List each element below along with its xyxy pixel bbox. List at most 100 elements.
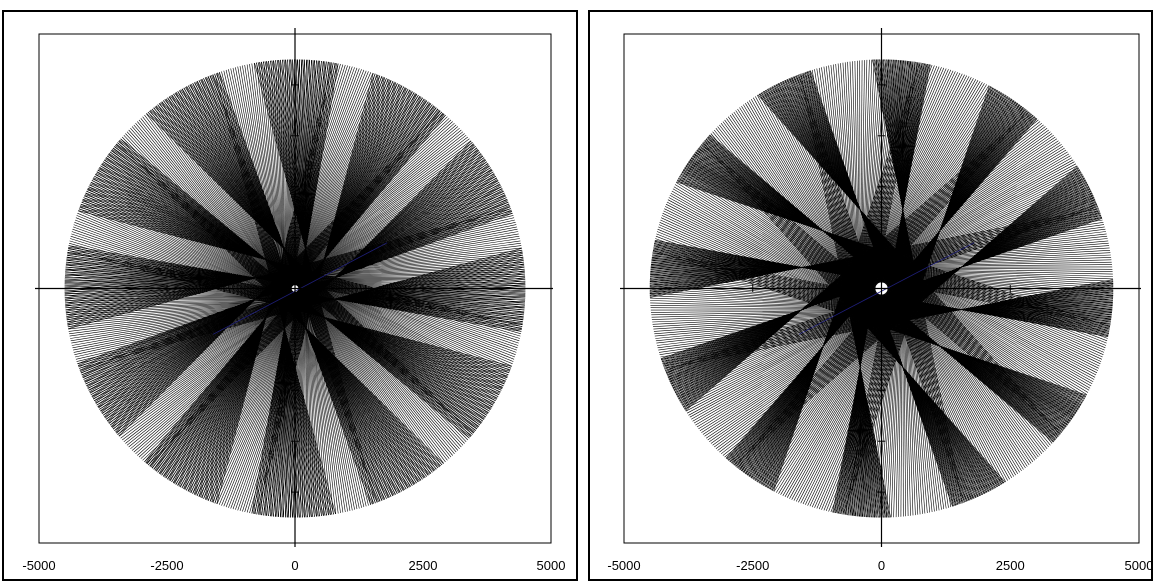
right-chord (653, 246, 1113, 311)
left-x-tick-label: -5000 (22, 558, 55, 573)
right-chord (652, 255, 1114, 292)
right-chord (679, 176, 1108, 339)
right-chord (709, 134, 1062, 433)
right-chord (691, 157, 1094, 382)
right-chord (654, 242, 1112, 320)
right-chord (688, 161, 1099, 371)
right-chord (769, 87, 1043, 454)
left-chord (78, 210, 523, 327)
right-chord (682, 170, 1105, 353)
right-chord (652, 252, 1114, 299)
left-chord-series (64, 59, 526, 518)
right-x-tick-label: 0 (878, 558, 885, 573)
right-chord (758, 93, 1059, 437)
left-chord (90, 183, 512, 367)
left-chord (81, 202, 520, 339)
left-chord (86, 191, 516, 355)
chart-right-svg: -5000 -2500 0 2500 5000 (607, 28, 1154, 573)
left-chord (68, 246, 523, 323)
left-chord (79, 212, 513, 371)
left-chord (101, 164, 500, 395)
left-chord (87, 187, 515, 360)
right-chord (681, 173, 1107, 346)
right-chord (665, 218, 1103, 371)
left-x-tick-label: 0 (291, 558, 298, 573)
left-chord (98, 168, 503, 389)
right-chord (701, 143, 1077, 414)
right-chord (676, 181, 1111, 327)
right-chord (692, 155, 1092, 387)
right-chord (847, 64, 930, 516)
right-chord (737, 117, 1037, 469)
left-chord (94, 175, 508, 378)
right-chord (653, 247, 1113, 308)
right-chord (695, 151, 1088, 395)
left-chord (82, 200, 520, 342)
right-x-tick-label: -2500 (736, 558, 769, 573)
left-chord (80, 205, 521, 335)
right-chord (844, 64, 931, 515)
right-chord (679, 175, 1108, 342)
right-chord (683, 168, 1104, 355)
right-chord (686, 164, 1101, 365)
right-chord (681, 172, 1106, 349)
right-chord (800, 73, 985, 494)
right-chord (759, 93, 1058, 439)
right-chord (770, 87, 1041, 456)
right-chord (653, 244, 1112, 316)
right-chord (678, 177, 1109, 337)
left-chord (90, 181, 512, 369)
right-chord (680, 174, 1107, 344)
right-chord (684, 167, 1103, 358)
left-chord (95, 172, 506, 382)
chart-panel-left: -5000 -2500 0 2500 5000 (2, 10, 578, 581)
left-x-tick-label: 5000 (537, 558, 566, 573)
right-chord (692, 156, 1093, 385)
left-chord (84, 194, 518, 351)
right-chord (676, 180, 1110, 330)
chart-left-svg: -5000 -2500 0 2500 5000 (22, 28, 566, 573)
left-chord (68, 248, 524, 320)
right-x-tick-label: 5000 (1125, 558, 1154, 573)
right-chord (684, 166, 1103, 360)
left-chord (85, 192, 517, 353)
right-chord (682, 171, 1105, 351)
left-chord (97, 169, 504, 387)
left-chord (84, 195, 518, 349)
right-chord (760, 92, 1056, 441)
right-chord-series (649, 59, 1114, 518)
right-chord (652, 252, 1109, 337)
left-chord (94, 174, 507, 380)
right-chord (685, 165, 1102, 362)
right-chord (677, 179, 1110, 332)
right-chord (654, 241, 1111, 323)
right-chord (690, 158, 1095, 380)
left-chord (88, 186, 514, 362)
right-chord (653, 249, 1113, 306)
right-chord (693, 154, 1091, 389)
left-chord (91, 180, 511, 371)
left-chord (67, 251, 524, 316)
right-chord (810, 70, 965, 503)
right-chord (694, 153, 1090, 391)
left-chord (120, 138, 475, 433)
left-chord (92, 178, 510, 374)
left-x-tick-label: 2500 (409, 558, 438, 573)
left-chord (149, 114, 446, 467)
left-chord (219, 72, 378, 503)
left-x-tick-label: -2500 (150, 558, 183, 573)
right-chord (652, 250, 1113, 304)
right-chord (689, 160, 1097, 376)
left-chord (67, 250, 524, 318)
left-chord (86, 189, 516, 358)
right-chord (678, 178, 1109, 335)
left-chord (80, 203, 521, 337)
left-chord (66, 258, 525, 306)
right-chord (653, 245, 1113, 313)
right-chord (654, 240, 1111, 325)
right-chord (735, 118, 1038, 467)
left-chord (66, 256, 525, 308)
left-chord (83, 197, 519, 346)
right-chord (665, 216, 1102, 374)
left-chord (66, 255, 525, 311)
